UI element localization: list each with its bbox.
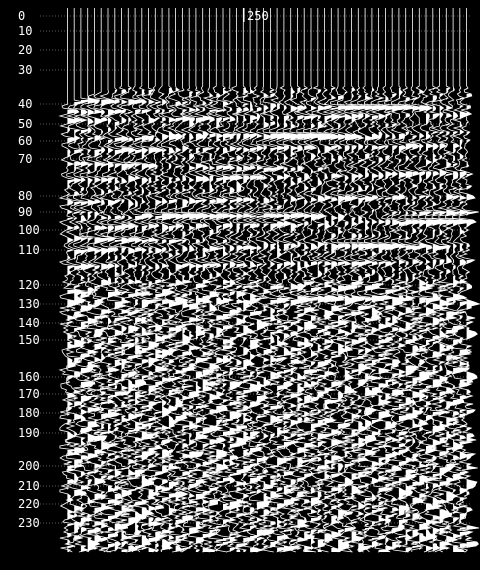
y-tick-label: 190 (18, 426, 40, 440)
y-tick-label: 40 (18, 97, 32, 111)
y-tick-label: 60 (18, 134, 32, 148)
y-tick-label: 70 (18, 152, 32, 166)
trace-fill (250, 88, 263, 552)
y-tick-label: 160 (18, 370, 40, 384)
trace-fill (155, 102, 168, 552)
trace-wiggle (457, 8, 480, 553)
trace-fill (432, 88, 445, 552)
trace-fill (365, 94, 379, 548)
trace-fill (114, 90, 127, 552)
y-tick-label: 30 (18, 63, 32, 77)
trace-fill (87, 98, 100, 552)
trace-fill (148, 90, 162, 552)
trace-fill (331, 88, 345, 552)
trace-wiggle (437, 8, 459, 553)
trace-fill (466, 88, 480, 552)
trace-fill (189, 88, 203, 548)
y-tick-label: 90 (18, 205, 32, 219)
trace-fill (256, 96, 270, 552)
trace-fill (459, 88, 474, 552)
trace-fill (243, 88, 257, 552)
trace-fill (202, 92, 215, 552)
trace-fill (290, 88, 304, 550)
trace-fill (135, 92, 148, 550)
trace-area[interactable] (58, 8, 480, 553)
y-tick-label: 80 (18, 189, 32, 203)
trace-fill (419, 90, 433, 550)
y-tick-label: 180 (18, 406, 40, 420)
y-tick-label: 220 (18, 497, 40, 511)
trace-wiggle (200, 8, 224, 553)
trace-fill (121, 90, 133, 552)
y-tick-label: 140 (18, 316, 40, 330)
trace-fill (277, 98, 291, 552)
trace-fill (446, 88, 459, 550)
trace-wiggle (58, 8, 83, 553)
trace-wiggle (159, 8, 183, 552)
trace-fill (311, 88, 325, 550)
trace-wiggle (85, 8, 109, 552)
trace-wiggle (234, 8, 257, 553)
trace-fill (108, 92, 122, 548)
trace-fill (162, 94, 176, 550)
y-tick-label: 10 (18, 24, 32, 38)
y-tick-label: 230 (18, 516, 40, 530)
trace-fill (297, 88, 311, 550)
trace-wiggle (227, 8, 250, 553)
y-tick-label: 0 (18, 9, 25, 23)
trace-fill (405, 88, 418, 552)
trace-fill (223, 88, 236, 552)
trace-fill (141, 90, 156, 550)
y-axis-labels: 010 20 30 40 50 60 70 80 90 100 110 120 130 140 150 160… (18, 9, 40, 530)
trace-fill (168, 88, 183, 550)
trace-fill (128, 88, 141, 552)
y-tick-label: 50 (18, 117, 32, 131)
trace-fill (263, 94, 274, 550)
trace-fill (398, 88, 413, 552)
y-tick-label: 120 (18, 278, 40, 292)
trace-fill (175, 88, 189, 552)
x-axis-labels: 250 (243, 8, 269, 23)
trace-fill (209, 94, 223, 552)
trace-fill (351, 88, 365, 552)
y-tick-label: 110 (18, 243, 40, 257)
trace-wiggle (430, 8, 453, 553)
trace-fill (182, 90, 195, 550)
trace-wiggle (132, 8, 156, 553)
y-tick-label: 210 (18, 479, 40, 493)
trace-fill (412, 92, 425, 548)
trace-wiggle (288, 8, 313, 553)
trace-fill (304, 88, 318, 552)
trace-wiggle (186, 8, 210, 553)
trace-fill (195, 88, 210, 552)
trace-fill (236, 92, 249, 552)
trace-wiggle (390, 8, 413, 553)
trace-wiggle (363, 8, 387, 553)
trace-wiggle (72, 8, 95, 553)
trace-fill (216, 94, 229, 552)
trace-fill (426, 88, 440, 552)
x-tick-label: 250 (247, 9, 269, 23)
trace-wiggle (335, 8, 360, 553)
y-tick-label: 130 (18, 297, 40, 311)
trace-wiggle (308, 8, 333, 553)
y-tick-label: 100 (18, 223, 40, 237)
trace-fill (283, 90, 297, 552)
y-tick-label: 20 (18, 43, 32, 57)
y-tick-label: 150 (18, 333, 40, 347)
y-tick-label: 170 (18, 387, 40, 401)
trace-fill (229, 90, 242, 552)
trace-fill (101, 100, 114, 552)
y-tick-label: 200 (18, 459, 40, 473)
